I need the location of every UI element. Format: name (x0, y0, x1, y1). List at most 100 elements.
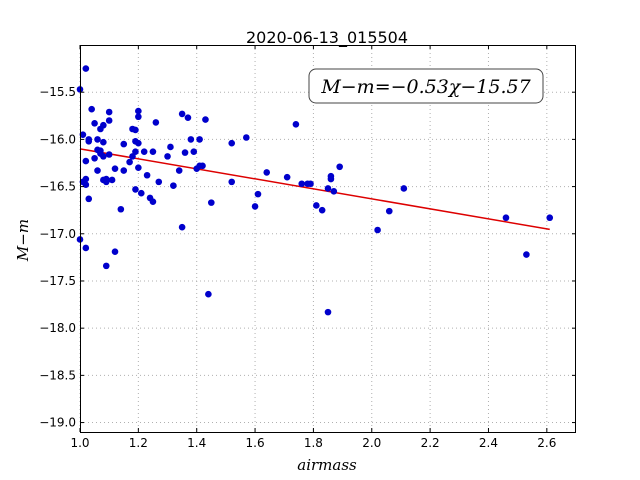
fit-line (79, 148, 550, 231)
data-point (175, 167, 183, 174)
data-point (292, 120, 300, 128)
x-tick-label: 2.6 (537, 436, 556, 450)
annotation-box (308, 68, 544, 104)
y-tick-label: −16.0 (39, 132, 76, 146)
data-point (330, 188, 338, 195)
data-point (298, 180, 306, 188)
fit-line-layer (79, 148, 550, 231)
data-point (327, 175, 335, 183)
data-point (313, 202, 320, 209)
data-point (82, 181, 90, 188)
data-point (82, 65, 90, 72)
data-point (199, 162, 206, 170)
data-point (164, 153, 171, 160)
data-point (324, 308, 332, 316)
data-point (167, 143, 174, 151)
data-point (318, 206, 326, 214)
fit-annotation: M−m=−0.53χ−15.57 (308, 68, 544, 104)
data-point (336, 163, 343, 171)
data-point (91, 120, 98, 127)
data-point (94, 167, 101, 174)
y-tick-label: −18.5 (39, 368, 76, 382)
data-point (135, 164, 142, 172)
data-point (132, 186, 139, 193)
data-point (190, 148, 198, 155)
data-point (170, 182, 177, 189)
data-point (149, 148, 157, 155)
plot-frame (80, 45, 576, 433)
data-point (149, 198, 157, 205)
data-point (135, 107, 142, 115)
data-point (105, 108, 113, 116)
data-point (243, 134, 250, 141)
data-point (178, 223, 186, 231)
data-point (120, 167, 128, 174)
data-point (324, 185, 332, 192)
y-tick-label: −17.0 (39, 227, 76, 241)
x-tick-label: 1.4 (187, 436, 206, 450)
data-point (155, 178, 163, 186)
data-point (546, 214, 554, 222)
data-point (111, 165, 119, 172)
data-point (184, 114, 192, 121)
data-point (205, 290, 212, 298)
data-points (76, 65, 554, 316)
data-point (374, 226, 381, 234)
data-point (100, 121, 107, 129)
data-point (143, 171, 151, 179)
fit-equation: M−m=−0.53χ−15.57 (320, 76, 531, 98)
data-point (207, 199, 215, 206)
data-point (94, 136, 101, 143)
data-point (79, 131, 87, 138)
data-point (385, 207, 393, 215)
data-point (102, 178, 110, 186)
data-point (132, 148, 139, 155)
data-point (82, 175, 90, 183)
y-tick-label: −17.5 (39, 274, 76, 288)
x-tick-label: 1.8 (304, 436, 323, 450)
data-point (126, 158, 133, 166)
data-point (132, 126, 139, 134)
data-point (523, 251, 530, 258)
data-point (105, 151, 113, 158)
data-point (129, 153, 136, 160)
data-point (187, 136, 195, 143)
data-point (91, 154, 98, 162)
data-point (228, 139, 236, 147)
y-tick-label: −15.5 (39, 85, 76, 99)
data-point (100, 153, 107, 160)
data-point (117, 205, 125, 213)
data-point (202, 116, 209, 123)
data-point (263, 169, 271, 176)
data-point (108, 176, 116, 184)
y-tick-label: −18.0 (39, 321, 76, 335)
data-point (502, 214, 510, 222)
data-point (178, 110, 186, 118)
x-tick-label: 2.0 (362, 436, 381, 450)
data-point (100, 138, 107, 146)
data-point (82, 244, 90, 252)
y-axis-label: M−m (14, 219, 32, 262)
data-point (102, 262, 110, 270)
x-tick-label: 1.2 (129, 436, 148, 450)
data-point (400, 185, 408, 192)
data-point (105, 117, 113, 124)
x-tick-label: 1.0 (70, 436, 89, 450)
data-point (82, 157, 90, 165)
axis-ticks: 1.0 1.2 1.4 1.6 1.8 2.0 2.2 2.4 2.6 −15.5 −16.0 −16… (39, 45, 576, 450)
x-tick-label: 2.4 (479, 436, 498, 450)
x-tick-label: 2.2 (421, 436, 440, 450)
data-point (85, 136, 93, 143)
x-axis-label: airmass (297, 456, 357, 474)
data-point (135, 113, 142, 121)
data-point (120, 140, 128, 148)
data-point (307, 180, 314, 188)
data-point (137, 189, 145, 197)
data-point (283, 173, 291, 181)
data-point (97, 147, 104, 155)
data-point (254, 190, 262, 198)
data-point (88, 105, 95, 113)
y-tick-label: −19.0 (39, 416, 76, 430)
data-point (228, 178, 236, 186)
